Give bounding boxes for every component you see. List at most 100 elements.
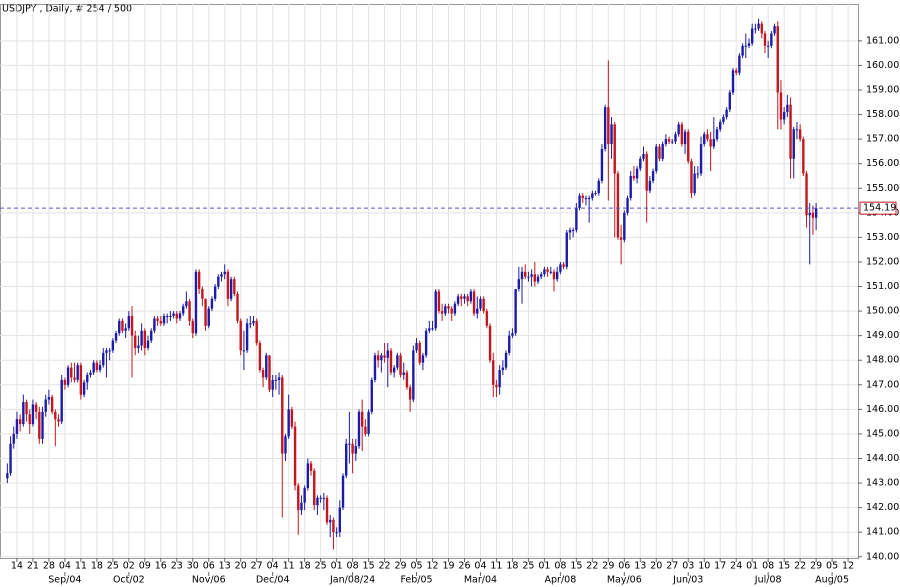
- x-tick-label: 11: [75, 561, 87, 572]
- candle-body: [488, 325, 492, 361]
- candle-body: [111, 340, 115, 351]
- candle-body: [181, 306, 185, 314]
- x-tick-label: 08: [554, 561, 566, 572]
- candle-body: [60, 379, 63, 422]
- candle-body: [642, 153, 645, 159]
- candle-body: [779, 92, 783, 120]
- candle-body: [517, 279, 521, 289]
- candle-body: [297, 485, 300, 511]
- y-tick-label: 152.00: [866, 256, 899, 267]
- candle-body: [127, 316, 131, 329]
- candle-body: [562, 264, 565, 267]
- candle-body: [76, 365, 79, 380]
- y-tick-label: 150.00: [866, 306, 899, 317]
- x-tick-label: 11: [490, 561, 502, 572]
- candle-body: [396, 355, 399, 368]
- candle-body: [118, 320, 121, 334]
- x-month-label: Mar/04: [464, 575, 497, 586]
- candle-body: [667, 139, 671, 142]
- candle-body: [9, 443, 12, 474]
- candle-body: [725, 109, 728, 118]
- candle-body: [453, 303, 457, 314]
- candle-body: [319, 497, 322, 499]
- candle-body: [412, 350, 415, 400]
- y-tick-label: 157.00: [866, 134, 899, 145]
- candle-body: [345, 443, 348, 476]
- candle-body: [619, 237, 623, 240]
- candle-body: [172, 313, 175, 317]
- candle-body: [626, 198, 629, 213]
- candle-body: [504, 352, 508, 368]
- x-tick-label: 22: [586, 561, 598, 572]
- candle-body: [530, 274, 533, 277]
- candle-body: [811, 212, 815, 218]
- candle-body: [57, 419, 60, 422]
- candle-body: [792, 129, 795, 159]
- candle-body: [763, 33, 767, 46]
- candle-body: [639, 158, 642, 169]
- candle-body: [536, 276, 540, 282]
- x-tick-label: 30: [187, 561, 199, 572]
- x-tick-label: 12: [842, 561, 854, 572]
- candle-body: [242, 350, 246, 352]
- candle-body: [424, 330, 428, 356]
- candle-body: [300, 502, 303, 511]
- candle-body: [6, 473, 9, 479]
- candle-body: [690, 161, 693, 194]
- candle-body: [38, 411, 41, 439]
- candle-body: [354, 446, 357, 454]
- candle-body: [73, 377, 76, 380]
- x-month-label: Sep/04: [48, 575, 81, 586]
- candle-body: [709, 139, 712, 147]
- candle-body: [313, 470, 316, 506]
- candle-body: [258, 343, 262, 371]
- candle-body: [226, 271, 230, 299]
- x-tick-label: 13: [219, 561, 231, 572]
- x-tick-label: 09: [139, 561, 151, 572]
- candle-body: [808, 212, 811, 216]
- candle-body: [245, 323, 249, 351]
- candle-body: [699, 144, 703, 174]
- candle-body: [271, 379, 274, 390]
- candle-body: [540, 274, 543, 277]
- candle-body: [651, 171, 655, 181]
- candle-body: [760, 23, 763, 34]
- candle-body: [392, 367, 396, 373]
- candle-body: [34, 404, 38, 412]
- y-tick-label: 144.00: [866, 453, 899, 464]
- candle-body: [105, 350, 108, 353]
- candle-body: [460, 296, 463, 299]
- candle-body: [18, 419, 22, 425]
- candle-body: [693, 173, 696, 194]
- candle-body: [12, 433, 15, 444]
- y-tick-label: 148.00: [866, 355, 899, 366]
- candle-body: [735, 70, 738, 73]
- y-tick-label: 143.00: [866, 478, 899, 489]
- candle-body: [335, 532, 338, 534]
- candle-body: [399, 355, 402, 375]
- candle-body: [82, 382, 86, 395]
- candle-body: [293, 426, 297, 486]
- candle-body: [472, 291, 476, 314]
- x-tick-label: 15: [363, 561, 375, 572]
- candle-body: [635, 168, 639, 179]
- candle-body: [41, 411, 44, 439]
- candle-body: [492, 360, 495, 385]
- x-tick-label: 20: [650, 561, 662, 572]
- candle-body: [703, 134, 706, 145]
- candle-body: [281, 377, 284, 454]
- x-tick-label: 10: [698, 561, 710, 572]
- candle-body: [194, 271, 198, 334]
- candle-body: [303, 487, 306, 503]
- candle-body: [463, 296, 466, 299]
- candle-body: [719, 121, 722, 130]
- x-tick-label: 22: [379, 561, 391, 572]
- candle-body: [325, 497, 329, 523]
- candle-body: [476, 308, 479, 314]
- candle-body: [44, 399, 47, 412]
- candle-body: [316, 497, 319, 506]
- candle-body: [683, 131, 687, 145]
- candle-body: [261, 370, 265, 378]
- x-tick-label: 26: [458, 561, 470, 572]
- y-tick-label: 141.00: [866, 527, 899, 538]
